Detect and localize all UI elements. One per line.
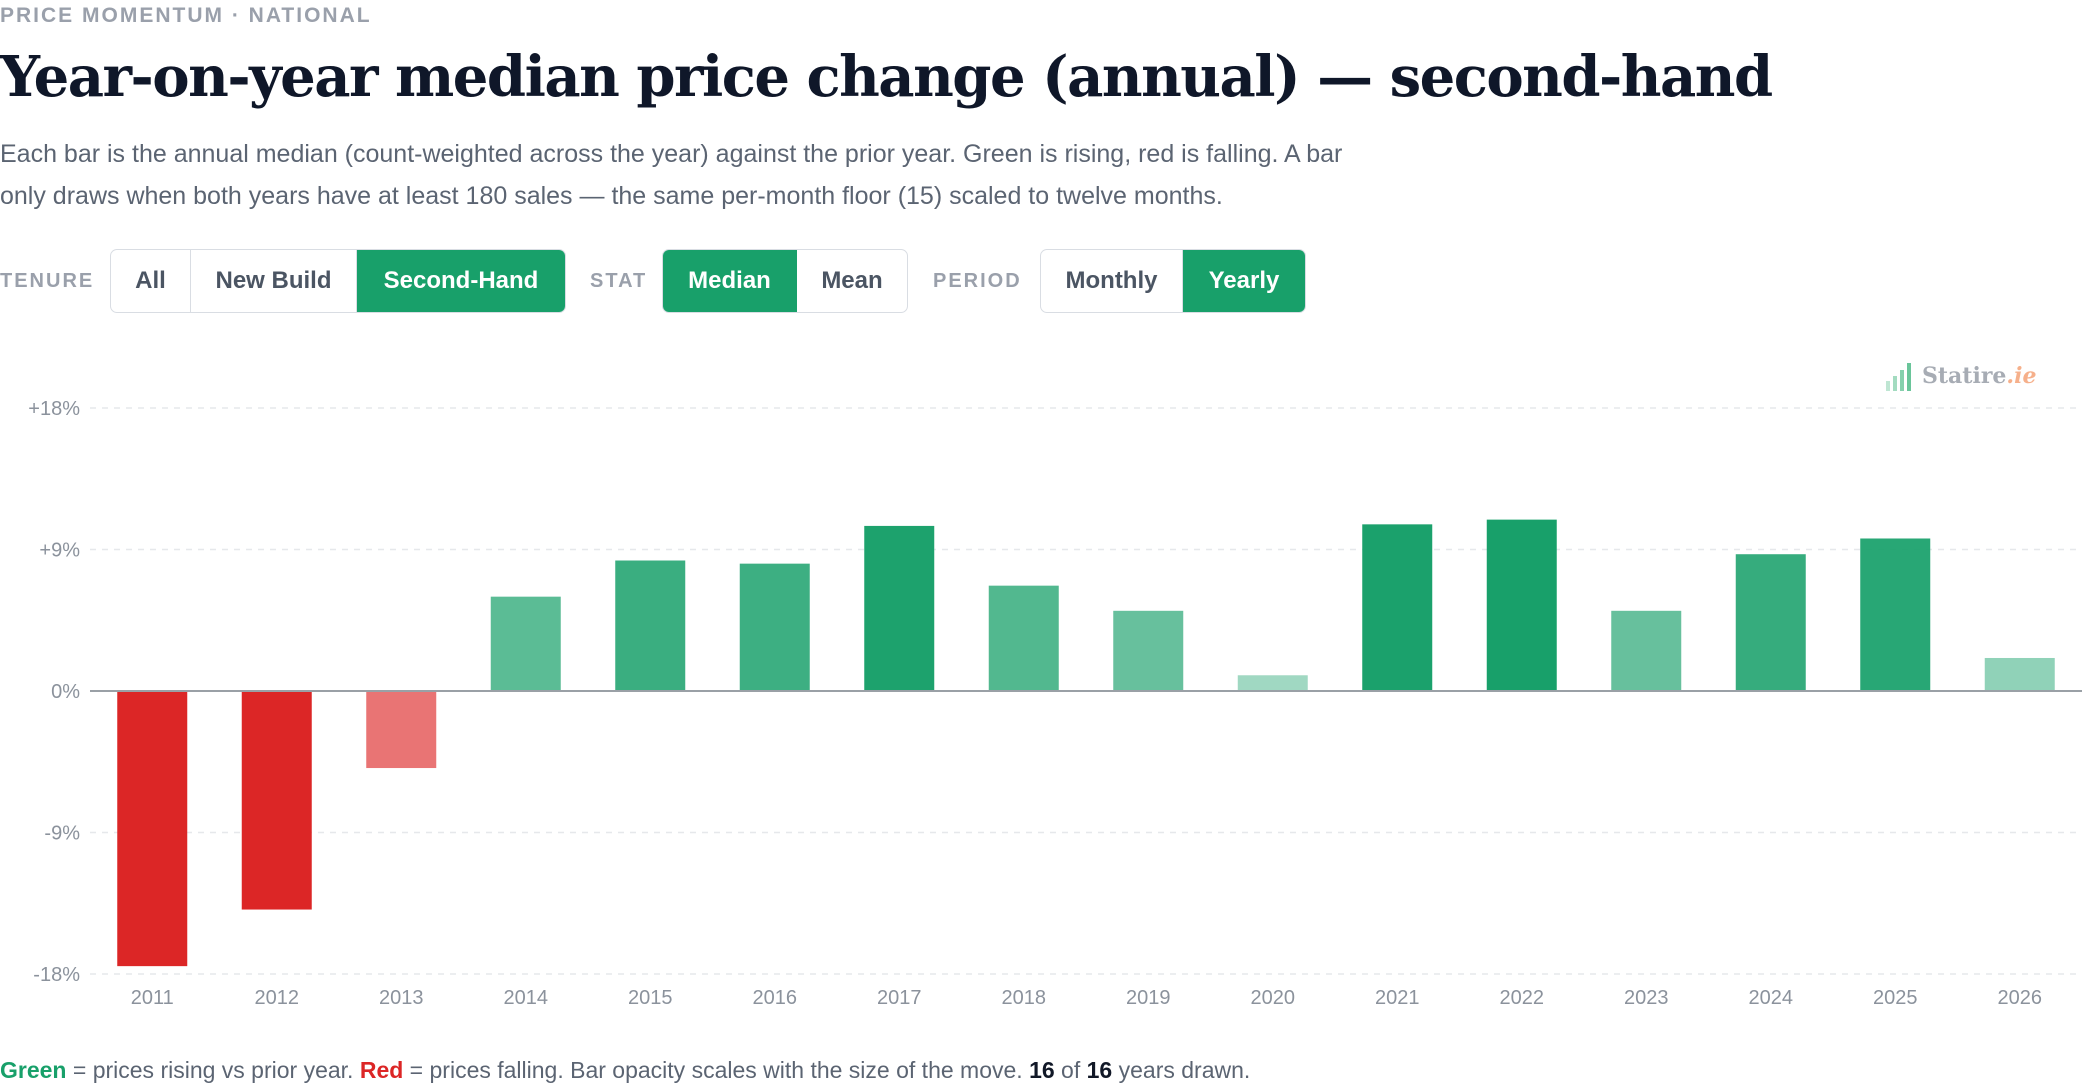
x-tick-label: 2025 — [1873, 987, 1918, 1009]
x-tick-label: 2022 — [1500, 987, 1545, 1009]
stat-toggle: Median Mean — [662, 249, 908, 313]
legend-text-2: = prices falling. Bar opacity scales wit… — [403, 1057, 1030, 1083]
bar-2014[interactable] — [490, 596, 561, 691]
brand-watermark: Statire.ie — [1884, 358, 2036, 394]
y-tick-label: -18% — [33, 964, 80, 986]
x-tick-label: 2017 — [877, 987, 922, 1009]
x-tick-label: 2026 — [1998, 987, 2043, 1009]
eyebrow: PRICE MOMENTUM · NATIONAL — [0, 4, 372, 27]
bar-chart-icon — [1886, 363, 1911, 391]
bar-2016[interactable] — [739, 563, 810, 691]
x-tick-label: 2012 — [255, 987, 300, 1009]
years-drawn-count: 16 — [1029, 1057, 1055, 1083]
period-monthly-button[interactable]: Monthly — [1041, 250, 1183, 312]
bar-2025[interactable] — [1860, 538, 1931, 691]
x-tick-label: 2013 — [379, 987, 424, 1009]
tenure-second-hand-button[interactable]: Second-Hand — [357, 250, 565, 312]
bar-2023[interactable] — [1611, 610, 1682, 691]
page-title: Year-on-year median price change (annual… — [0, 44, 1773, 110]
bar-2012[interactable] — [241, 691, 312, 910]
x-tick-label: 2023 — [1624, 987, 1669, 1009]
x-axis-ticks: 2011 2012 2013 2014 2015 2016 2017 2018 2019 2020… — [131, 987, 2042, 1009]
legend-text-4: years drawn. — [1112, 1057, 1251, 1083]
bar-2017[interactable] — [864, 525, 935, 691]
y-tick-label: -9% — [44, 823, 80, 845]
bar-2018[interactable] — [988, 585, 1059, 691]
bar-2019[interactable] — [1113, 610, 1184, 691]
legend-red-word: Red — [359, 1057, 404, 1083]
legend-green-word: Green — [0, 1057, 67, 1083]
tenure-toggle: All New Build Second-Hand — [110, 249, 566, 313]
y-axis-ticks: +18% +9% 0% -9% -18% — [28, 398, 80, 986]
bar-2024[interactable] — [1735, 554, 1806, 691]
tenure-label: TENURE — [0, 270, 95, 292]
x-tick-label: 2021 — [1375, 987, 1420, 1009]
tenure-all-button[interactable]: All — [111, 250, 191, 312]
bar-2013[interactable] — [366, 691, 437, 769]
x-tick-label: 2015 — [628, 987, 673, 1009]
x-tick-label: 2014 — [504, 987, 549, 1009]
period-yearly-button[interactable]: Yearly — [1183, 250, 1305, 312]
chart-legend-note: Green = prices rising vs prior year. Red… — [0, 1057, 1250, 1084]
bar-2026[interactable] — [1984, 657, 2055, 691]
legend-text-3: of — [1054, 1057, 1087, 1083]
y-tick-label: 0% — [51, 681, 80, 703]
y-tick-label: +9% — [39, 540, 80, 562]
tenure-new-build-button[interactable]: New Build — [191, 250, 357, 312]
bars — [117, 519, 2055, 967]
bar-2021[interactable] — [1362, 524, 1433, 691]
x-tick-label: 2016 — [753, 987, 798, 1009]
period-label: PERIOD — [933, 270, 1022, 292]
x-tick-label: 2019 — [1126, 987, 1171, 1009]
brand-name: Statire.ie — [1922, 363, 2037, 389]
stat-label: STAT — [590, 270, 648, 292]
period-toggle: Monthly Yearly — [1040, 249, 1306, 313]
legend-text-1: = prices rising vs prior year. — [66, 1057, 360, 1083]
bar-2011[interactable] — [117, 691, 188, 967]
stat-median-button[interactable]: Median — [663, 250, 797, 312]
x-tick-label: 2020 — [1251, 987, 1296, 1009]
years-total-count: 16 — [1086, 1057, 1113, 1083]
x-tick-label: 2024 — [1749, 987, 1794, 1009]
y-tick-label: +18% — [28, 398, 80, 420]
x-tick-label: 2018 — [1002, 987, 1047, 1009]
yoy-bar-chart: +18%+9%0%-9%-18% 2011 2012 2013 2014 2015 201… — [28, 398, 2082, 1009]
x-tick-label: 2011 — [131, 987, 174, 1009]
page-subtitle: Each bar is the annual median (count-wei… — [0, 140, 1343, 210]
bar-2022[interactable] — [1486, 519, 1557, 691]
bar-2015[interactable] — [615, 560, 686, 691]
bar-2020[interactable] — [1237, 675, 1308, 691]
grid-lines — [90, 407, 2082, 975]
stat-mean-button[interactable]: Mean — [821, 267, 883, 294]
